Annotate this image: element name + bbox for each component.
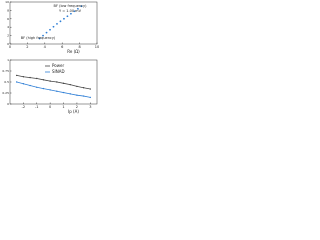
point [29, 84, 31, 87]
point [59, 20, 62, 23]
x-axis-label: Re (Ω) [67, 49, 80, 54]
point [69, 83, 71, 86]
point [82, 95, 85, 97]
point [62, 82, 65, 85]
x-tick-label: 4 [44, 45, 47, 49]
point [52, 25, 55, 28]
point [89, 88, 92, 90]
x-tick-label: 2 [76, 105, 78, 109]
y-tick-label: 0 [7, 42, 9, 46]
point [49, 28, 51, 31]
annotation: Y = 1.00 mV [59, 9, 82, 13]
point [76, 85, 78, 88]
page: 0 2 4 6 8 10 0 2 4 6 8 10 Re (Ω) BF (low frequency) Y … [0, 0, 100, 116]
point [42, 87, 45, 90]
point [36, 86, 38, 88]
y-tick-label: 4 [7, 25, 9, 29]
point [56, 22, 58, 25]
annotation: BF (low frequency) [54, 4, 88, 8]
point [56, 81, 58, 83]
x-tick-label: -2 [22, 105, 26, 109]
point [82, 87, 85, 89]
point [80, 5, 83, 8]
point [63, 17, 65, 20]
x-tick-label: 0 [49, 105, 51, 109]
plot-frame [9, 1, 98, 45]
y-tick-label: 1 [7, 58, 9, 62]
point [70, 12, 72, 15]
x-tick-label: 3 [89, 105, 91, 109]
x-tick-label: 1 [62, 105, 64, 109]
point [29, 76, 31, 79]
point [69, 93, 71, 95]
y-tick-label: 0.5 [4, 80, 9, 84]
point [42, 79, 45, 81]
point [76, 7, 79, 10]
point [22, 76, 25, 78]
x-tick-label: 0 [9, 45, 11, 49]
point [36, 77, 38, 80]
x-axis-label: Ip (A) [68, 109, 79, 114]
series-line [16, 75, 91, 90]
x-tick-label: 6 [61, 45, 63, 49]
point [49, 80, 51, 82]
y-tick-label: 0.75 [2, 69, 9, 73]
series-line [16, 81, 91, 98]
point [22, 83, 25, 85]
point [56, 90, 58, 92]
x-tick-label: 10 [95, 45, 99, 49]
point [42, 34, 44, 37]
point [62, 91, 65, 94]
point [15, 74, 18, 77]
point [73, 10, 76, 13]
annotation: BF (high frequency) [21, 36, 56, 40]
point [66, 15, 69, 18]
y-tick-label: 10 [5, 0, 9, 4]
legend-label: Power [52, 63, 64, 68]
y-tick-label: 6 [7, 17, 9, 21]
x-tick-label: 2 [26, 45, 28, 49]
point [49, 89, 51, 91]
point [38, 37, 41, 40]
y-tick-label: 0 [7, 102, 9, 106]
y-tick-label: 8 [7, 8, 9, 12]
legend-label: SINAD [52, 69, 65, 74]
y-tick-label: 0.25 [2, 91, 9, 95]
y-tick-label: 2 [7, 34, 9, 38]
x-tick-label: 8 [78, 45, 80, 49]
point [76, 94, 78, 96]
point [89, 96, 92, 99]
x-tick-label: -1 [35, 105, 39, 109]
point [45, 31, 48, 34]
point [15, 81, 18, 83]
